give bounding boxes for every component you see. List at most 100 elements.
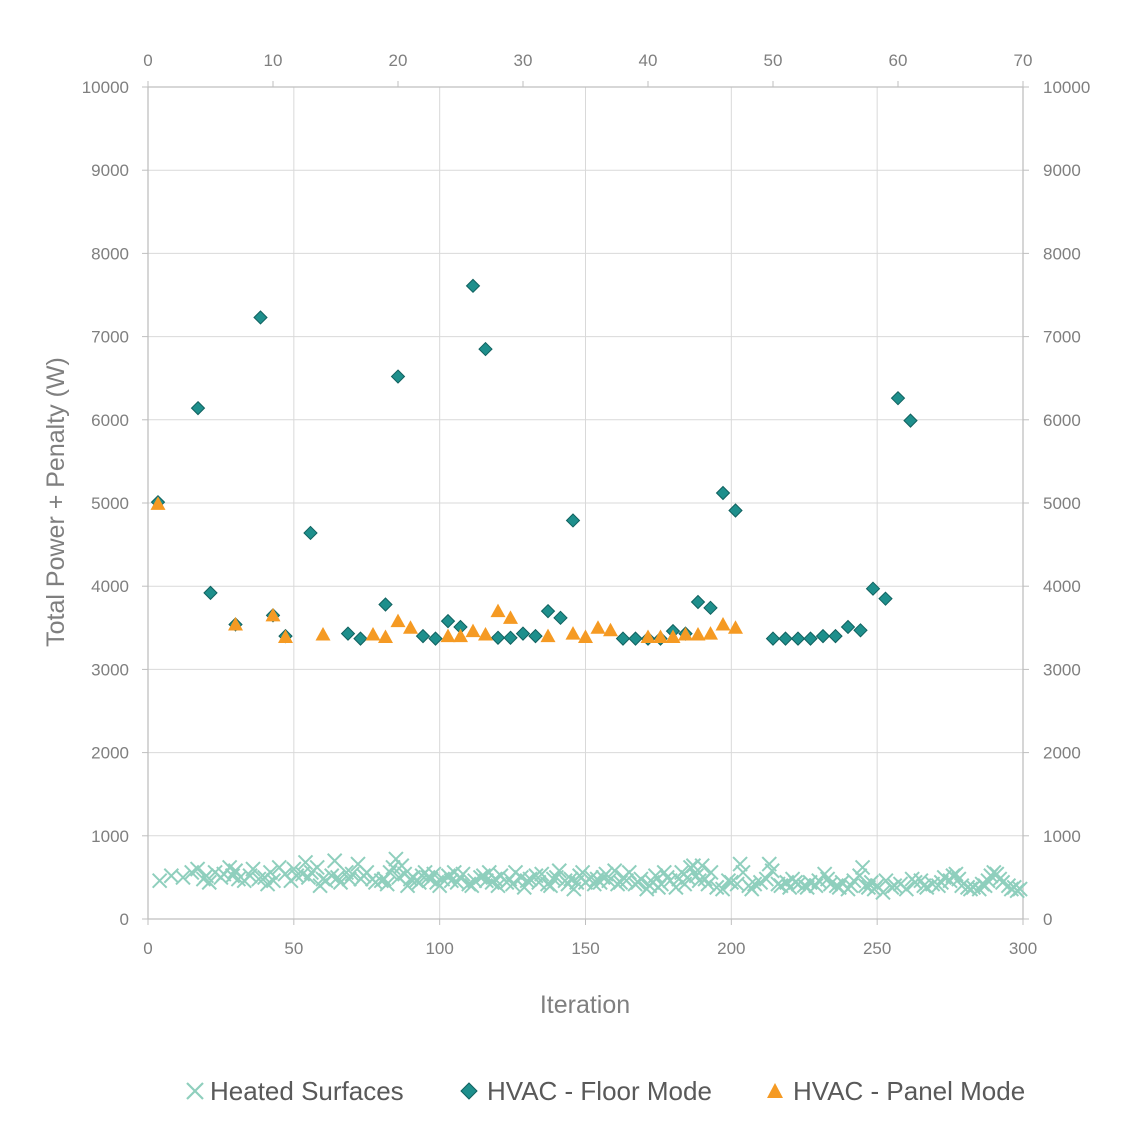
heated-surfaces-point	[691, 873, 707, 889]
x2-tick-label: 50	[764, 51, 783, 70]
heated-surfaces-point	[714, 881, 731, 897]
x-mark-stroke	[606, 863, 623, 879]
panel-mode-point	[703, 626, 718, 640]
heated-surfaces-point	[948, 866, 964, 882]
floor-mode-point	[503, 630, 518, 645]
x-mark-stroke	[151, 873, 168, 889]
x-mark-stroke	[528, 868, 544, 884]
y-tick-label: 6000	[91, 411, 129, 430]
y2-tick-label: 6000	[1043, 411, 1081, 430]
y2-tick-label: 1000	[1043, 827, 1081, 846]
heated-surfaces-point	[898, 881, 915, 897]
floor-mode-point	[478, 341, 493, 357]
x-mark-stroke	[423, 871, 439, 887]
y-tick-label: 10000	[82, 78, 129, 97]
floor-mode-point	[878, 591, 893, 606]
floor-mode-point	[515, 626, 531, 641]
x-mark-stroke	[621, 864, 637, 881]
panel-mode-point	[503, 610, 518, 624]
floor-mode-point	[415, 628, 431, 644]
x-mark-stroke	[201, 874, 217, 891]
panel-mode-point	[640, 629, 656, 643]
y-axis-title: Total Power + Penalty (W)	[42, 357, 70, 647]
floor-mode-point	[490, 630, 506, 645]
y2-tick-label: 7000	[1043, 328, 1081, 347]
x-mark-stroke	[326, 853, 343, 869]
x2-tick-label: 0	[143, 51, 152, 70]
x-mark-stroke	[907, 874, 923, 891]
heated-surfaces-point	[586, 876, 602, 892]
y2-tick-label: 3000	[1043, 660, 1081, 679]
axes: 0 50 100 150 200 250 3000 10 20 30 40 50 60 700100020…	[82, 51, 1091, 958]
heated-surfaces-point	[551, 863, 567, 879]
heated-surfaces-point	[230, 871, 247, 887]
legend-item-hvac-floor-mode[interactable]: HVAC - Floor Mode	[460, 1076, 712, 1106]
legend-item-hvac-panel-mode[interactable]: HVAC - Panel Mode	[767, 1076, 1025, 1106]
x-mark-stroke	[221, 859, 238, 876]
x-mark-stroke	[1012, 881, 1028, 897]
x-mark-stroke	[297, 854, 314, 871]
x-mark-stroke	[324, 868, 340, 884]
panel-mode-point	[453, 628, 468, 643]
heated-surfaces-point	[694, 858, 710, 874]
heated-surfaces-point	[201, 874, 217, 891]
x-mark-stroke	[490, 878, 506, 894]
heated-surfaces-point	[886, 878, 903, 894]
heated-surfaces-point	[332, 874, 349, 891]
y2-tick-label: 4000	[1043, 577, 1081, 596]
floor-mode-point	[803, 631, 818, 646]
x-mark-stroke	[709, 879, 725, 896]
x-mark-stroke	[286, 861, 302, 877]
grid-lines	[148, 87, 1023, 919]
y-tick-label: 0	[120, 910, 129, 929]
heated-surfaces-point	[189, 861, 206, 877]
floor-mode-point	[790, 631, 806, 646]
heated-surfaces-point	[606, 863, 623, 879]
panel-mode-point	[365, 626, 381, 641]
floor-mode-point	[353, 631, 368, 646]
heated-surfaces-point	[744, 881, 760, 897]
x-mark-stroke	[994, 874, 1011, 891]
heated-surfaces-point	[875, 884, 891, 901]
x-mark-stroke	[598, 866, 614, 882]
y2-tick-label: 10000	[1043, 78, 1090, 97]
floor-mode-point	[378, 597, 393, 612]
x-tick-label: 100	[425, 939, 453, 958]
x-mark-stroke	[688, 868, 705, 884]
panel-mode-point	[465, 623, 481, 638]
x-mark-stroke	[700, 876, 716, 892]
panel-mode-point	[390, 613, 406, 628]
x-mark-stroke	[265, 873, 282, 889]
y-tick-label: 8000	[91, 244, 129, 263]
x-mark-stroke	[761, 856, 777, 872]
heated-surfaces-point	[490, 878, 506, 894]
x-mark-stroke	[863, 874, 880, 891]
legend-item-heated-surfaces[interactable]: Heated Surfaces	[186, 1076, 404, 1106]
floor-mode-point	[778, 631, 793, 646]
y-tick-label: 5000	[91, 494, 129, 513]
floor-mode-point	[553, 610, 568, 626]
x-tick-label: 200	[717, 939, 745, 958]
x-mark-stroke	[668, 879, 684, 896]
panel-mode-point	[265, 607, 281, 622]
x-mark-stroke	[714, 881, 731, 897]
heated-surfaces-point	[819, 871, 836, 887]
series-hvac-panel-mode	[150, 496, 743, 643]
heated-surfaces-point	[656, 864, 672, 881]
heated-surfaces-point	[732, 856, 748, 872]
x-mark-stroke	[735, 864, 751, 881]
heated-surfaces-point	[245, 861, 261, 877]
panel-mode-point	[440, 628, 456, 643]
x-mark-stroke	[175, 869, 191, 886]
y2-tick-label: 2000	[1043, 744, 1081, 763]
x-mark-stroke	[854, 859, 871, 876]
x-mark-stroke	[341, 871, 357, 887]
x-mark-stroke	[948, 866, 964, 882]
x-mark-stroke	[951, 871, 967, 887]
floor-mode-point	[853, 623, 868, 638]
x-mark-stroke	[816, 866, 833, 882]
x-mark-stroke	[379, 876, 395, 892]
x2-tick-label: 60	[889, 51, 908, 70]
floor-mode-point	[440, 613, 456, 629]
x-mark-stroke	[394, 858, 410, 874]
